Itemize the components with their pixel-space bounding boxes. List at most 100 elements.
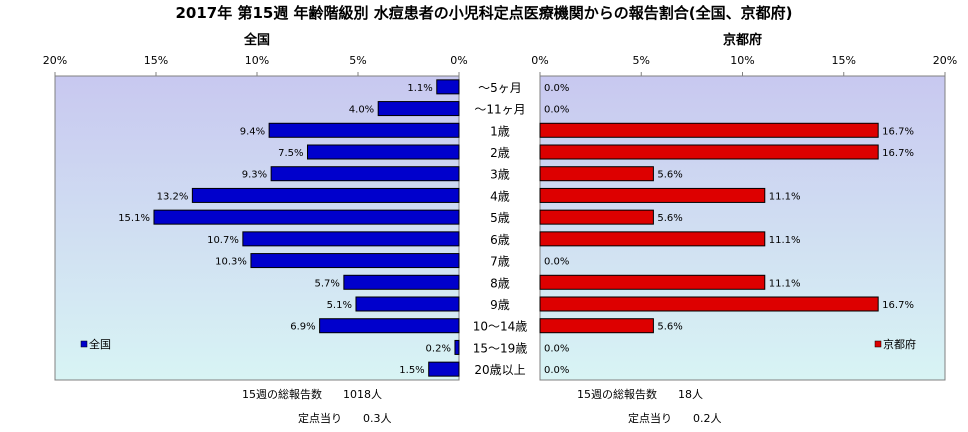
national-per-value: 0.3人 bbox=[363, 412, 392, 425]
national-x-tick-label: 0% bbox=[450, 54, 467, 67]
age-category-label: 8歳 bbox=[490, 276, 510, 290]
national-bar bbox=[355, 296, 460, 312]
national-legend-swatch bbox=[80, 340, 88, 348]
age-category-label: 9歳 bbox=[490, 298, 510, 312]
kyoto-bar bbox=[539, 166, 654, 182]
age-category-label: ～5ヶ月 bbox=[478, 81, 522, 95]
kyoto-data-label: 11.1% bbox=[769, 191, 801, 202]
kyoto-per-value: 0.2人 bbox=[693, 412, 722, 425]
kyoto-data-label: 16.7% bbox=[882, 300, 914, 311]
national-data-label: 10.3% bbox=[215, 257, 247, 268]
national-bar bbox=[191, 187, 460, 203]
national-bar bbox=[270, 166, 460, 182]
national-per-sentinel: 定点当り 0.3人 bbox=[298, 410, 392, 426]
national-per-label: 定点当り bbox=[298, 412, 342, 425]
national-bar bbox=[377, 101, 460, 117]
age-category-label: 15～19歳 bbox=[473, 341, 528, 355]
age-category-label: 1歳 bbox=[490, 124, 510, 138]
national-data-label: 0.2% bbox=[426, 343, 451, 354]
national-bar bbox=[153, 209, 460, 225]
national-bar bbox=[307, 144, 460, 160]
kyoto-data-label: 0.0% bbox=[544, 365, 569, 376]
kyoto-bar bbox=[539, 144, 879, 160]
kyoto-bar bbox=[539, 209, 654, 225]
kyoto-data-label: 0.0% bbox=[544, 343, 569, 354]
kyoto-bar bbox=[539, 296, 879, 312]
national-bar bbox=[319, 318, 460, 334]
national-bar bbox=[428, 361, 460, 377]
national-data-label: 10.7% bbox=[207, 235, 239, 246]
national-data-label: 1.1% bbox=[407, 83, 432, 94]
kyoto-per-sentinel: 定点当り 0.2人 bbox=[628, 410, 722, 426]
age-category-label: 4歳 bbox=[490, 189, 510, 203]
kyoto-total-reports: 15週の総報告数 18人 bbox=[577, 386, 703, 402]
national-total-value: 1018人 bbox=[343, 388, 382, 401]
kyoto-panel: 京都府 0% 5% 10% 15% 20% 0.0% 0.0% 16.7% 16.7% 5.6% 11… bbox=[531, 32, 957, 381]
kyoto-bar bbox=[539, 274, 766, 290]
kyoto-data-label: 5.6% bbox=[657, 170, 682, 181]
kyoto-data-label: 16.7% bbox=[882, 126, 914, 137]
kyoto-total-value: 18人 bbox=[678, 388, 703, 401]
kyoto-data-label: 0.0% bbox=[544, 257, 569, 268]
kyoto-data-label: 16.7% bbox=[882, 148, 914, 159]
age-category-labels: ～5ヶ月 ～11ヶ月 1歳 2歳 3歳 4歳 5歳 6歳 7歳 8歳 9歳 10～14歳 15～19歳 2… bbox=[473, 81, 528, 377]
kyoto-data-label: 5.6% bbox=[657, 213, 682, 224]
kyoto-bar bbox=[539, 231, 766, 247]
kyoto-panel-title: 京都府 bbox=[723, 32, 762, 48]
kyoto-bar bbox=[539, 187, 766, 203]
national-data-label: 6.9% bbox=[290, 322, 315, 333]
kyoto-plot-area bbox=[539, 75, 946, 381]
kyoto-legend-swatch bbox=[874, 340, 882, 348]
kyoto-total-label: 15週の総報告数 bbox=[577, 388, 657, 401]
kyoto-x-tick-label: 10% bbox=[730, 54, 754, 67]
national-data-label: 15.1% bbox=[118, 213, 150, 224]
national-panel-title: 全国 bbox=[243, 32, 270, 48]
national-x-tick-label: 15% bbox=[144, 54, 168, 67]
kyoto-data-label: 11.1% bbox=[769, 278, 801, 289]
national-data-label: 5.7% bbox=[314, 278, 339, 289]
national-total-reports: 15週の総報告数 1018人 bbox=[242, 386, 382, 402]
age-category-label: 10～14歳 bbox=[473, 320, 528, 334]
kyoto-x-tick-label: 20% bbox=[933, 54, 957, 67]
national-data-label: 4.0% bbox=[349, 105, 374, 116]
national-data-label: 7.5% bbox=[278, 148, 303, 159]
national-data-label: 1.5% bbox=[399, 365, 424, 376]
national-data-label: 13.2% bbox=[157, 191, 189, 202]
kyoto-legend-label: 京都府 bbox=[883, 337, 916, 351]
kyoto-data-label: 11.1% bbox=[769, 235, 801, 246]
national-x-tick-label: 5% bbox=[349, 54, 366, 67]
kyoto-x-tick-label: 15% bbox=[832, 54, 856, 67]
national-bar bbox=[343, 274, 460, 290]
kyoto-x-tick-label: 5% bbox=[633, 54, 650, 67]
national-bar bbox=[250, 253, 460, 269]
national-data-label: 5.1% bbox=[327, 300, 352, 311]
national-bar bbox=[454, 339, 460, 355]
kyoto-data-label: 0.0% bbox=[544, 83, 569, 94]
age-category-label: 7歳 bbox=[490, 255, 510, 269]
age-category-label: 5歳 bbox=[490, 211, 510, 225]
national-plot-area bbox=[54, 75, 460, 381]
national-x-tick-label: 20% bbox=[43, 54, 67, 67]
national-bar bbox=[268, 122, 460, 138]
age-category-label: 20歳以上 bbox=[474, 363, 525, 377]
age-category-label: 2歳 bbox=[490, 146, 510, 160]
kyoto-bar bbox=[539, 122, 879, 138]
kyoto-x-tick-label: 0% bbox=[531, 54, 548, 67]
age-category-label: 6歳 bbox=[490, 233, 510, 247]
national-x-tick-label: 10% bbox=[245, 54, 269, 67]
national-data-label: 9.4% bbox=[240, 126, 265, 137]
kyoto-data-label: 0.0% bbox=[544, 105, 569, 116]
national-total-label: 15週の総報告数 bbox=[242, 388, 322, 401]
kyoto-per-label: 定点当り bbox=[628, 412, 672, 425]
national-bar bbox=[436, 79, 460, 95]
age-category-label: ～11ヶ月 bbox=[474, 103, 525, 117]
chart-title: 2017年 第15週 年齢階級別 水痘患者の小児科定点医療機関からの報告割合(全… bbox=[175, 4, 793, 22]
age-category-label: 3歳 bbox=[490, 168, 510, 182]
kyoto-data-label: 5.6% bbox=[657, 322, 682, 333]
national-bar bbox=[242, 231, 460, 247]
national-legend-label: 全国 bbox=[89, 337, 111, 351]
national-panel: 全国 0% 5% 10% 15% 20% 1.1% 4.0% 9.4% 7.5% 9.3% 13.2%… bbox=[43, 32, 468, 381]
national-data-label: 9.3% bbox=[242, 170, 267, 181]
kyoto-bar bbox=[539, 318, 654, 334]
